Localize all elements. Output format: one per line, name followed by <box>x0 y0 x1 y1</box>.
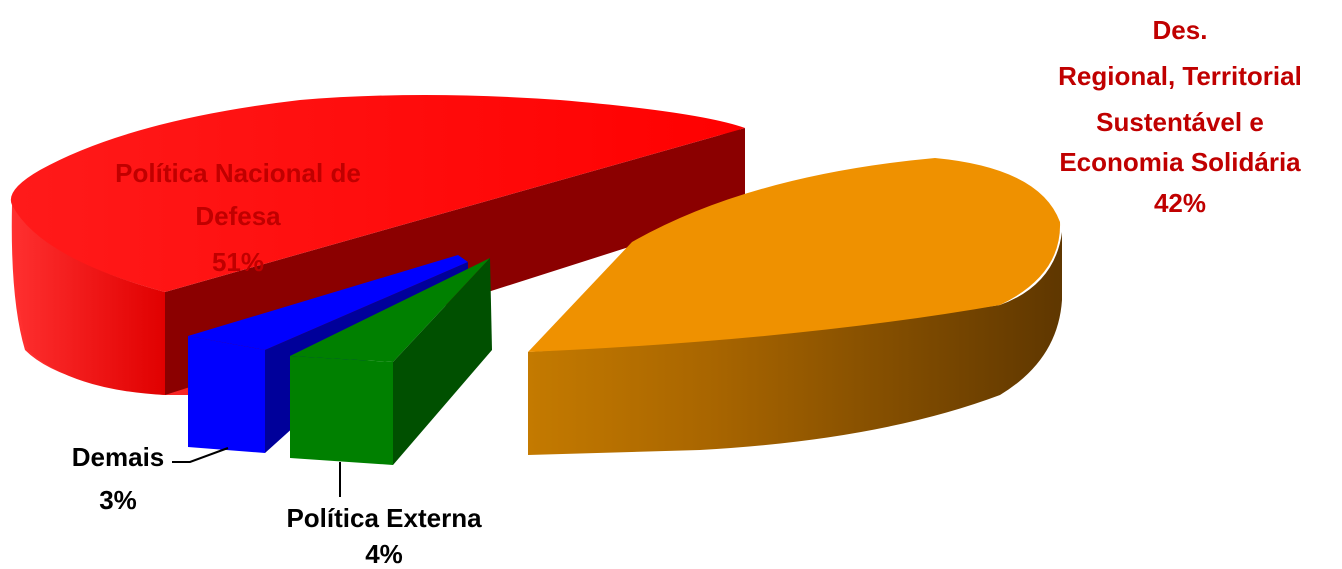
slice-side-des-regional <box>528 232 1062 455</box>
slice-front-politica-externa <box>290 356 393 465</box>
label-politica-nacional-de-defesa: Política Nacional de Defesa 51% <box>115 158 361 277</box>
label-politica-externa: Política Externa 4% <box>286 503 482 569</box>
label-line: Defesa <box>195 201 281 231</box>
slice-top-politica-nacional-de-defesa <box>10 95 746 292</box>
label-value: 51% <box>212 247 264 277</box>
label-line: Sustentável e <box>1096 107 1264 137</box>
slice-front-demais <box>188 336 265 453</box>
slice-right-politica-externa <box>393 258 492 465</box>
label-line: Des. <box>1153 15 1208 45</box>
label-value: 3% <box>99 485 137 515</box>
label-value: 42% <box>1154 188 1206 218</box>
leader-line-demais <box>172 447 229 463</box>
label-line: Demais <box>72 442 165 472</box>
label-line: Política Nacional de <box>115 158 361 188</box>
label-line: Regional, Territorial <box>1058 61 1302 91</box>
slice-top-demais <box>188 255 468 350</box>
label-line: Economia Solidária <box>1059 147 1301 177</box>
slice-des-regional <box>528 158 1062 455</box>
label-des-regional: Des. Regional, Territorial Sustentável e… <box>1058 15 1302 218</box>
label-value: 4% <box>365 539 403 569</box>
label-line: Política Externa <box>286 503 482 533</box>
slice-politica-externa <box>290 258 492 465</box>
label-demais: Demais 3% <box>72 442 165 515</box>
slice-top-politica-externa <box>290 258 490 362</box>
slice-top-des-regional <box>528 158 1061 352</box>
